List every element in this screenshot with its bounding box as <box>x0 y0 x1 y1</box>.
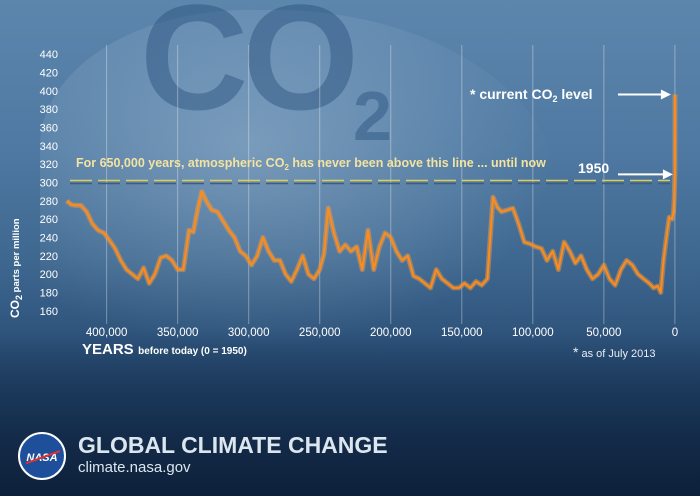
y-tick-label: 260 <box>40 214 58 226</box>
y-tick-label: 220 <box>40 251 58 263</box>
footnote: * as of July 2013 <box>573 344 656 360</box>
y-tick-label: 320 <box>40 159 58 171</box>
nasa-logo[interactable]: NASA <box>18 432 66 480</box>
x-tick-label: 200,000 <box>370 327 412 339</box>
x-tick-label: 150,000 <box>441 327 483 339</box>
current-level-arrow-head <box>660 89 671 100</box>
footer-title: GLOBAL CLIMATE CHANGE <box>78 432 388 458</box>
y-tick-label: 400 <box>40 86 58 98</box>
annotation-arrows <box>618 89 673 180</box>
y-tick-label: 280 <box>40 196 58 208</box>
x-axis-label: YEARS before today (0 = 1950) <box>82 341 247 358</box>
footer-url-link[interactable]: climate.nasa.gov <box>78 459 191 476</box>
threshold-line-group <box>70 179 670 185</box>
x-tick-label: 100,000 <box>512 327 554 339</box>
y-tick-label: 340 <box>40 141 58 153</box>
y-tick-label: 160 <box>40 306 58 318</box>
x-tick-label: 350,000 <box>157 327 199 339</box>
y-tick-label: 180 <box>40 288 58 300</box>
x-tick-label: 300,000 <box>228 327 270 339</box>
y-axis-ticks: 160 180 200 220 240 260 280 300 320 340 360 380 400 4… <box>40 49 58 318</box>
y-tick-label: 200 <box>40 269 58 281</box>
current-level-annotation: * current CO2 level <box>470 86 593 104</box>
y-tick-label: 300 <box>40 178 58 190</box>
grid-lines <box>106 45 676 324</box>
x-axis-ticks: 400,000 350,000 300,000 250,000 200,000 150,0… <box>86 327 678 339</box>
year-1950-arrow-head <box>662 169 673 180</box>
background-co2-text: CO2 <box>140 0 392 155</box>
y-tick-label: 440 <box>40 49 58 61</box>
y-axis-label: CO2 parts per million <box>8 218 24 318</box>
threshold-annotation: For 650,000 years, atmospheric CO2 has n… <box>76 156 546 172</box>
year-1950-annotation: 1950 <box>578 160 610 176</box>
x-tick-label: 0 <box>672 327 678 339</box>
y-tick-label: 240 <box>40 233 58 245</box>
y-tick-label: 360 <box>40 123 58 135</box>
y-tick-label: 380 <box>40 104 58 116</box>
x-tick-label: 400,000 <box>86 327 128 339</box>
co2-series-line <box>66 94 676 294</box>
sea-background <box>0 330 700 496</box>
x-tick-label: 50,000 <box>586 327 621 339</box>
y-tick-label: 420 <box>40 68 58 80</box>
co2-series-group <box>65 94 678 295</box>
x-tick-label: 250,000 <box>299 327 341 339</box>
